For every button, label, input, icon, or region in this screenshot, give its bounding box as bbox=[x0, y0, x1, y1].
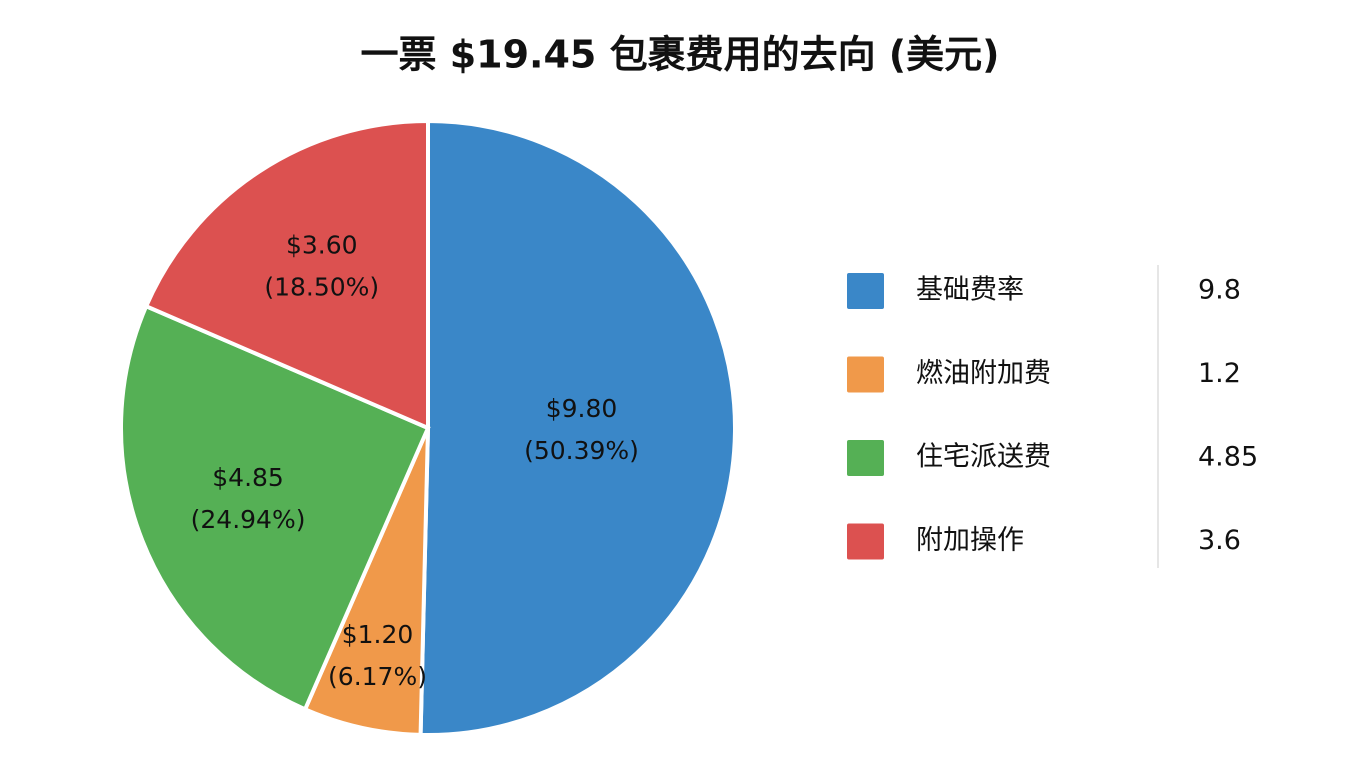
legend-swatch bbox=[847, 523, 884, 560]
pie-slice bbox=[302, 427, 430, 737]
slice-value-label: $3.60 bbox=[286, 230, 358, 259]
legend-value: 9.8 bbox=[1198, 275, 1241, 306]
slice-percent-label: (18.50%) bbox=[264, 272, 379, 301]
slice-percent-label: (24.94%) bbox=[191, 505, 306, 534]
pie-slice bbox=[418, 118, 737, 737]
legend-value: 4.85 bbox=[1198, 442, 1258, 473]
legend-label: 住宅派送费 bbox=[916, 442, 1051, 473]
slice-value-label: $1.20 bbox=[342, 620, 414, 649]
legend-label: 附加操作 bbox=[916, 525, 1024, 556]
slice-value-label: $9.80 bbox=[546, 394, 618, 423]
legend-swatch bbox=[847, 440, 884, 476]
legend-swatch bbox=[847, 273, 884, 309]
legend-label: 基础费率 bbox=[916, 275, 1024, 306]
legend-label: 燃油附加费 bbox=[916, 358, 1051, 389]
slice-percent-label: (6.17%) bbox=[328, 662, 427, 691]
slice-percent-label: (50.39%) bbox=[524, 436, 639, 465]
pie-slice bbox=[143, 118, 430, 432]
legend-value: 3.6 bbox=[1198, 525, 1241, 556]
chart-title: 一票 $19.45 包裹费用的去向 (美元) bbox=[360, 33, 999, 77]
slice-value-label: $4.85 bbox=[212, 463, 284, 492]
legend-value: 1.2 bbox=[1198, 358, 1241, 389]
legend-swatch bbox=[847, 356, 884, 393]
pie-slice bbox=[119, 303, 431, 712]
